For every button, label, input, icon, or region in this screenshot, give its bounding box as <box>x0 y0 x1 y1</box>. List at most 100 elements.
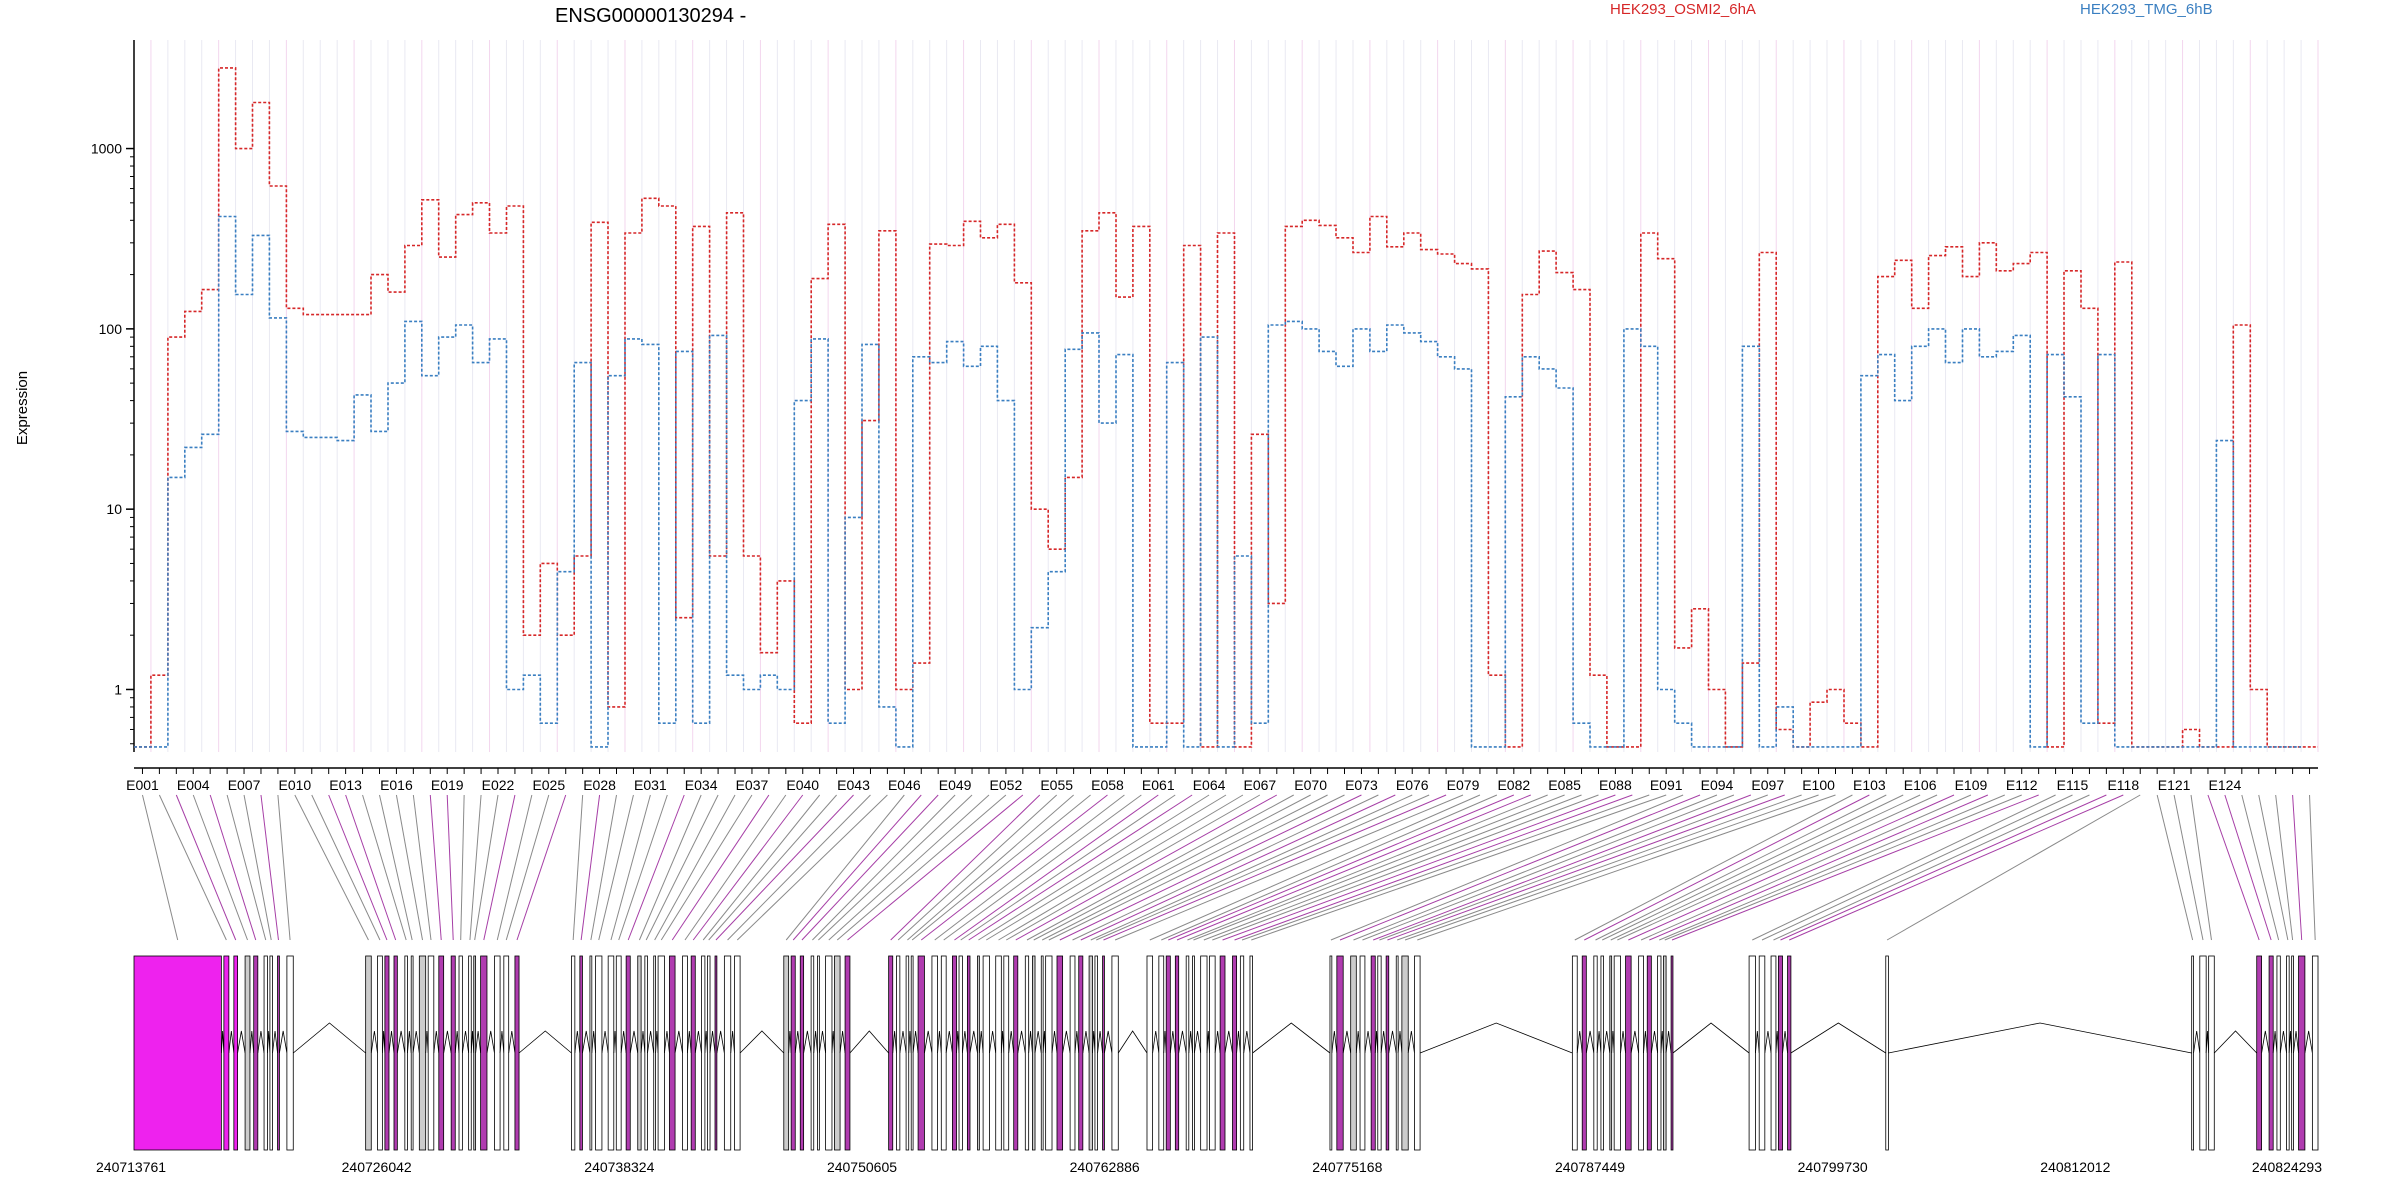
coordinate-label: 240762886 <box>1070 1159 1140 1175</box>
connector-line <box>692 794 804 941</box>
intron-line <box>1585 1030 1595 1054</box>
intron-line <box>1028 1030 1033 1054</box>
exon-box <box>734 955 741 1151</box>
connector-line <box>1584 794 1870 941</box>
connector-line <box>1773 794 2090 941</box>
intron-line <box>396 1030 406 1054</box>
exon-box <box>1336 955 1344 1151</box>
exon-label: E004 <box>177 777 210 793</box>
intron-line <box>694 1030 702 1054</box>
intron-line <box>249 1030 255 1054</box>
y-axis-label: Expression <box>14 371 31 445</box>
intron-line <box>1152 1030 1160 1054</box>
exon-box <box>1174 955 1180 1151</box>
connector-line <box>260 794 279 941</box>
connector-line <box>645 794 719 941</box>
exon-box <box>1370 955 1376 1151</box>
exon-box <box>1609 955 1613 1151</box>
exon-label: E100 <box>1802 777 1835 793</box>
exon-box <box>2199 955 2207 1151</box>
connector-line <box>801 794 939 941</box>
exon-box <box>1239 955 1245 1151</box>
exon-gridlines <box>133 40 2319 752</box>
connector-line <box>1628 794 1955 941</box>
intron-line <box>412 1030 420 1054</box>
exon-box <box>1670 955 1674 1151</box>
intron-line <box>1407 1030 1415 1054</box>
exon-box <box>1003 955 1010 1151</box>
exon-box <box>1165 955 1171 1151</box>
intron-line <box>2205 1030 2210 1054</box>
exon-label: E112 <box>2006 777 2038 793</box>
exon-box <box>473 955 477 1151</box>
connector-line <box>328 794 388 941</box>
connector-line <box>1059 794 1362 941</box>
intron-line <box>1194 1030 1202 1054</box>
intron-line <box>388 1030 395 1054</box>
intron-line <box>425 1030 429 1054</box>
connector-line <box>1397 794 1802 941</box>
intron-line <box>475 1030 482 1054</box>
intron-line <box>1236 1030 1241 1054</box>
exon-label: E085 <box>1548 777 1581 793</box>
intron-line <box>454 1030 460 1054</box>
exon-box <box>799 955 805 1151</box>
connector-line <box>1404 794 1819 941</box>
exon-box <box>706 955 711 1151</box>
exon-box <box>982 955 990 1151</box>
intron-line <box>601 1030 609 1054</box>
exon-label: E031 <box>634 777 667 793</box>
intron-line <box>279 1030 288 1054</box>
exon-box <box>1249 955 1253 1151</box>
connector-line <box>943 794 1142 941</box>
intron-line <box>945 1030 953 1054</box>
intron-line <box>839 1030 846 1054</box>
intron-line <box>1419 1022 1573 1054</box>
exon-box <box>450 955 456 1151</box>
connector-line <box>986 794 1227 941</box>
coordinate-label: 240812012 <box>2040 1159 2110 1175</box>
connector-line <box>141 794 179 941</box>
exon-box <box>2256 955 2262 1151</box>
exon-box <box>365 955 372 1151</box>
exon-label: E121 <box>2158 777 2191 793</box>
intron-line <box>1188 1030 1193 1054</box>
intron-line <box>574 1030 581 1054</box>
connector-line <box>828 794 990 941</box>
exon-box <box>286 955 294 1151</box>
connector-line <box>1379 794 1768 941</box>
exon-box <box>910 955 914 1151</box>
exon-label: E022 <box>482 777 515 793</box>
genomic-coordinate-labels: 240713761 240726042 240738324 240750605 2407… <box>96 1159 2322 1175</box>
intron-line <box>2293 1030 2299 1054</box>
intron-line <box>2279 1030 2287 1054</box>
exon-box <box>1069 955 1076 1151</box>
exon-label: E079 <box>1447 777 1480 793</box>
connector-line <box>660 794 753 941</box>
exon-box <box>1185 955 1190 1151</box>
exon-box <box>625 955 631 1151</box>
connector-line <box>516 794 567 941</box>
intron-line <box>1074 1030 1080 1054</box>
connector-line <box>460 794 465 941</box>
intron-line <box>267 1030 271 1054</box>
intron-line <box>716 1030 725 1054</box>
exon-label: E046 <box>888 777 921 793</box>
connector-line <box>1761 794 2073 941</box>
connector-line <box>1103 794 1447 941</box>
connector-line <box>715 794 854 941</box>
connector-line <box>277 794 291 941</box>
coordinate-label: 240713761 <box>96 1159 166 1175</box>
connector-line <box>1193 794 1565 941</box>
intron-line <box>1042 1030 1047 1054</box>
intron-line <box>1206 1030 1210 1054</box>
intron-line <box>730 1030 735 1054</box>
connector-line <box>836 794 1007 941</box>
exon-box <box>1748 955 1756 1151</box>
exon-box <box>653 955 656 1151</box>
coordinate-label: 240787449 <box>1555 1159 1625 1175</box>
intron-line <box>892 1030 897 1054</box>
connector-line <box>1373 794 1752 941</box>
exon-box <box>714 955 718 1151</box>
connector-line <box>1149 794 1481 941</box>
